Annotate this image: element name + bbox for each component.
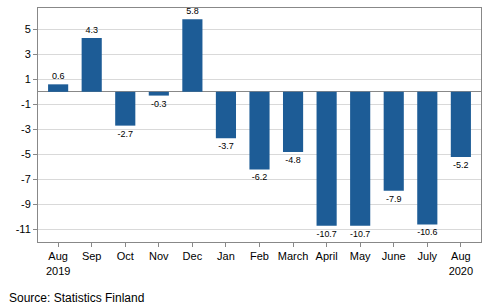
svg-text:0.6: 0.6	[52, 71, 65, 81]
svg-text:Jan: Jan	[217, 250, 235, 262]
svg-text:3: 3	[25, 48, 31, 60]
svg-text:5.8: 5.8	[186, 6, 199, 16]
svg-text:-10.7: -10.7	[350, 229, 370, 239]
svg-text:Feb: Feb	[250, 250, 269, 262]
svg-text:-3.7: -3.7	[218, 141, 234, 151]
svg-text:Dec: Dec	[183, 250, 203, 262]
svg-text:Aug2020: Aug2020	[449, 250, 473, 276]
svg-text:5: 5	[25, 23, 31, 35]
svg-text:-7.9: -7.9	[386, 194, 402, 204]
svg-text:4.3: 4.3	[85, 25, 98, 35]
svg-text:-11: -11	[16, 223, 31, 235]
svg-text:-3: -3	[21, 123, 31, 135]
svg-text:-4.8: -4.8	[285, 155, 301, 165]
svg-text:June: June	[382, 250, 406, 262]
svg-text:-6.2: -6.2	[252, 172, 268, 182]
svg-text:-10.7: -10.7	[317, 229, 337, 239]
svg-text:-7: -7	[21, 173, 31, 185]
svg-text:-5.2: -5.2	[453, 160, 469, 170]
svg-text:1: 1	[25, 73, 31, 85]
svg-text:-2.7: -2.7	[118, 129, 134, 139]
svg-text:Sep: Sep	[82, 250, 102, 262]
svg-text:-5: -5	[21, 148, 31, 160]
svg-text:March: March	[278, 250, 309, 262]
svg-text:Nov: Nov	[149, 250, 169, 262]
svg-text:-9: -9	[21, 198, 31, 210]
svg-text:-0.3: -0.3	[151, 99, 167, 109]
svg-text:Aug2019: Aug2019	[46, 250, 70, 276]
svg-text:May: May	[350, 250, 371, 262]
svg-text:April: April	[316, 250, 338, 262]
svg-text:July: July	[418, 250, 438, 262]
svg-text:Source: Statistics Finland: Source: Statistics Finland	[9, 291, 144, 304]
svg-text:-1: -1	[21, 98, 31, 110]
svg-text:-10.6: -10.6	[417, 227, 437, 237]
svg-text:Oct: Oct	[117, 250, 134, 262]
